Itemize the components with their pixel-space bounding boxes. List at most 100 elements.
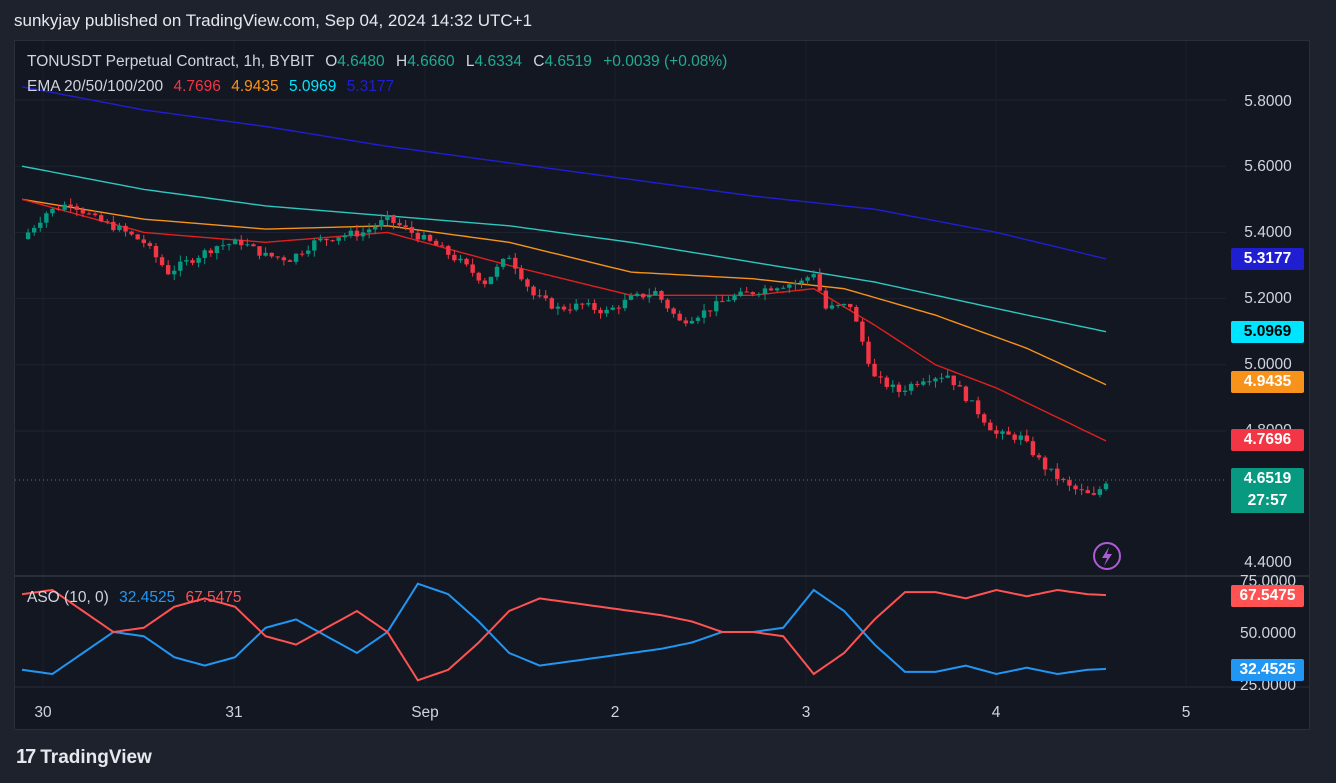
price-axis-label: 5.2000 [1244,290,1292,307]
candle-body [251,244,256,247]
change-value: +0.0039 (+0.08%) [603,53,728,70]
candle-body [908,383,914,391]
candle-body [208,250,213,254]
candle-body [141,239,146,244]
candle-body [1055,468,1060,479]
candle-body [312,240,317,251]
ema-title[interactable]: EMA 20/50/100/200 [27,78,164,95]
candle-body [975,400,981,415]
candle-body [793,283,798,285]
time-axis-label: 31 [225,704,242,721]
aso-bear-tag: 67.5475 [1231,585,1304,607]
candle-body [409,227,414,233]
lightning-bolt-icon [1102,547,1112,566]
candle-body [135,234,140,240]
candle-body [165,265,171,275]
candle-body [111,221,116,231]
candle-body [665,299,670,309]
candle-body [458,258,463,261]
candle-body [123,225,128,232]
candle-body [31,227,37,233]
candle-body [835,304,841,306]
candle-body [969,400,975,402]
candle-body [805,277,810,281]
ema200-price-tag: 5.3177 [1231,248,1304,270]
ema200-value: 5.3177 [346,78,395,95]
candle-body [1061,478,1066,481]
candle-body [732,295,737,301]
candle-body [342,235,347,238]
candle-body [683,320,688,324]
candle-body [963,386,969,402]
candle-body [750,292,755,295]
time-axis-label: 3 [802,704,811,721]
candle-body [720,301,725,303]
open-value: 4.6480 [337,53,385,70]
candle-body [744,291,749,293]
candle-body [397,222,402,226]
candle-body [306,250,311,254]
candle-body [537,295,542,297]
tradingview-logo[interactable]: 17 TradingView [16,746,152,769]
candle-body [829,305,835,309]
candle-body [519,268,524,280]
price-axis-label: 5.6000 [1244,158,1292,175]
tradingview-brand: TradingView [40,746,152,768]
candle-body [714,301,719,312]
candle-body [220,245,226,247]
candle-body [330,240,335,242]
aso-bear-value: 67.5475 [185,589,242,606]
candle-body [939,377,944,379]
candle-body [360,232,366,237]
aso-bull-value: 32.4525 [119,589,176,606]
candle-body [811,274,816,278]
price-axis-label: 5.4000 [1244,224,1292,241]
candle-body [1048,468,1054,470]
candle-body [762,288,768,294]
candle-body [567,309,573,311]
candle-body [1091,493,1097,495]
candle-body [586,303,591,305]
candle-body [573,303,579,310]
candle-body [647,294,652,298]
candle-body [38,222,43,228]
candle-body [470,264,475,273]
candle-body [915,383,920,385]
candle-body [580,303,585,305]
candle-body [98,215,104,222]
candle-body [494,266,500,277]
ema100-line [21,165,1107,333]
candle-body [695,317,701,321]
aso-title[interactable]: ASO (10, 0) [27,589,109,606]
candle-body [299,253,305,255]
ema50-price-tag: 4.9435 [1231,371,1304,393]
candle-body [275,256,280,258]
candle-body [616,307,622,309]
candle-body [598,309,603,314]
candle-body [884,377,889,387]
candle-body [1024,435,1030,442]
candle-body [1012,434,1017,440]
candle-body [476,272,481,281]
candle-body [817,274,822,291]
candle-body [982,414,987,423]
candle-body [823,290,829,309]
candle-body [184,260,189,262]
symbol-title[interactable]: TONUSDT Perpetual Contract, 1h, BYBIT [27,53,314,70]
publisher-line: sunkyjay published on TradingView.com, S… [14,11,533,30]
candle-body [604,309,609,314]
candle-body [452,254,457,261]
candle-body [239,239,244,246]
candle-body [214,246,220,254]
price-axis-label: 4.4000 [1244,554,1292,571]
candle-body [190,260,195,263]
candle-body [153,246,159,258]
candle-body [324,238,329,241]
ema-legend: EMA 20/50/100/200 4.7696 4.9435 5.0969 5… [27,78,394,96]
candle-body [50,208,55,214]
candle-body [440,245,445,247]
candle-body [92,213,98,216]
ema20-line [21,198,1107,442]
lightning-icon[interactable] [1093,542,1121,570]
